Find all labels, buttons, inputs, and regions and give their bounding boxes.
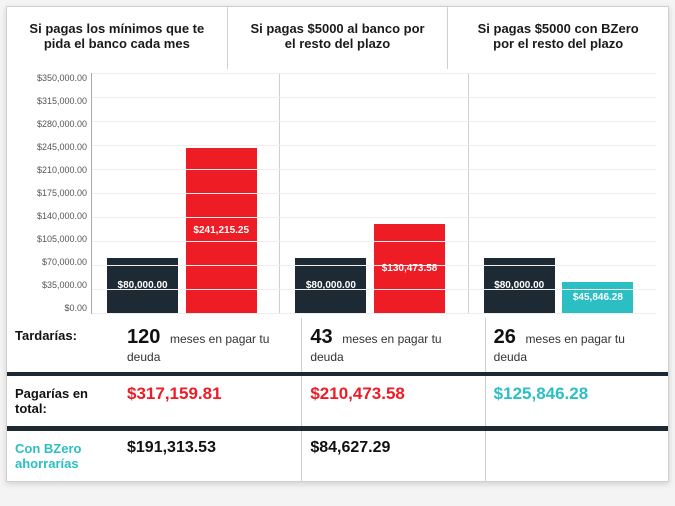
- row-label: Con BZero ahorrarías: [7, 431, 119, 481]
- gridline: [92, 121, 656, 122]
- row-label: Pagarías en total:: [7, 376, 119, 426]
- comparison-card: Si pagas los mínimos que te pida el banc…: [6, 6, 669, 482]
- months-value: 120: [127, 326, 160, 349]
- bar-debt: $80,000.00: [484, 258, 555, 313]
- cell: $84,627.29: [302, 431, 485, 481]
- cell: $317,159.81: [119, 376, 302, 426]
- gridline: [92, 169, 656, 170]
- scenario-headers: Si pagas los mínimos que te pida el banc…: [7, 7, 668, 69]
- row-bzero-savings: Con BZero ahorrarías $191,313.53 $84,627…: [7, 431, 668, 481]
- cell: $125,846.28: [486, 376, 668, 426]
- total-value: $317,159.81: [127, 384, 222, 403]
- bar-label: $45,846.28: [573, 292, 623, 303]
- cell: 26 meses en pagar tu deuda: [486, 318, 668, 372]
- bar-interest: $130,473.58: [374, 224, 445, 313]
- y-tick-label: $105,000.00: [37, 234, 87, 244]
- savings-value: $191,313.53: [127, 439, 216, 456]
- y-tick-label: $0.00: [64, 303, 87, 313]
- gridline: [92, 193, 656, 194]
- bar-label: $241,215.25: [193, 225, 249, 236]
- months-value: 43: [310, 326, 332, 349]
- total-value: $210,473.58: [310, 384, 405, 403]
- y-tick-label: $35,000.00: [42, 280, 87, 290]
- y-tick-label: $350,000.00: [37, 73, 87, 83]
- chart: $350,000.00 $315,000.00 $280,000.00 $245,00…: [7, 69, 668, 318]
- y-tick-label: $280,000.00: [37, 119, 87, 129]
- y-tick-label: $140,000.00: [37, 211, 87, 221]
- months-value: 26: [494, 326, 516, 349]
- bar-debt: $80,000.00: [107, 258, 178, 313]
- y-tick-label: $70,000.00: [42, 257, 87, 267]
- scenario-header: Si pagas los mínimos que te pida el banc…: [7, 7, 228, 69]
- gridline: [92, 217, 656, 218]
- cell: 43 meses en pagar tu deuda: [302, 318, 485, 372]
- y-tick-label: $245,000.00: [37, 142, 87, 152]
- row-tardarias: Tardarías: 120 meses en pagar tu deuda 4…: [7, 318, 668, 372]
- row-label: Tardarías:: [7, 318, 119, 372]
- cell: [486, 431, 668, 481]
- scenario-header: Si pagas $5000 al banco por el resto del…: [228, 7, 449, 69]
- y-tick-label: $210,000.00: [37, 165, 87, 175]
- gridline: [92, 265, 656, 266]
- gridline: [92, 289, 656, 290]
- gridline: [92, 313, 656, 314]
- chart-plot: $241,215.25$80,000.00$130,473.58$80,000.…: [91, 73, 656, 314]
- gridline: [92, 241, 656, 242]
- gridline: [92, 97, 656, 98]
- savings-value: $84,627.29: [310, 439, 390, 456]
- bar-debt: $80,000.00: [295, 258, 366, 313]
- total-value: $125,846.28: [494, 384, 589, 403]
- scenario-header: Si pagas $5000 con BZero por el resto de…: [448, 7, 668, 69]
- bar-interest: $45,846.28: [562, 282, 633, 313]
- cell: 120 meses en pagar tu deuda: [119, 318, 302, 372]
- cell: $191,313.53: [119, 431, 302, 481]
- y-tick-label: $315,000.00: [37, 96, 87, 106]
- y-tick-label: $175,000.00: [37, 188, 87, 198]
- gridline: [92, 145, 656, 146]
- cell: $210,473.58: [302, 376, 485, 426]
- chart-y-axis: $350,000.00 $315,000.00 $280,000.00 $245,00…: [9, 73, 91, 313]
- gridline: [92, 73, 656, 74]
- row-total: Pagarías en total: $317,159.81 $210,473.…: [7, 376, 668, 426]
